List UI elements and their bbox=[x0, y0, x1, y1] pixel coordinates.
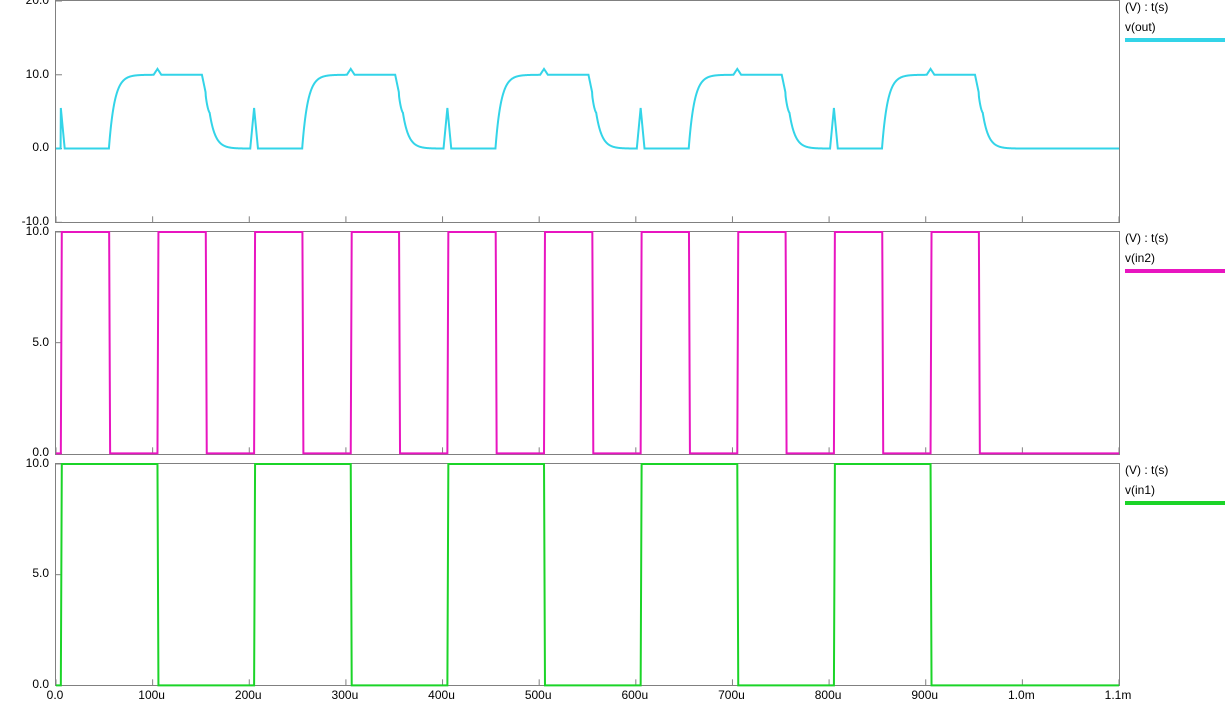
x-tick-label: 300u bbox=[332, 688, 359, 702]
plot-panel: -10.00.010.020.0 bbox=[0, 0, 1120, 223]
legend-axis-title: (V) : t(s) bbox=[1125, 463, 1225, 477]
legend-axis-title: (V) : t(s) bbox=[1125, 231, 1225, 245]
y-tick-label: 10.0 bbox=[26, 456, 49, 470]
legend-block: (V) : t(s) v(in1) bbox=[1125, 463, 1225, 505]
y-tick-label: 5.0 bbox=[32, 566, 49, 580]
legend-column: (V) : t(s)v(out)(V) : t(s)v(in2)(V) : t(… bbox=[1125, 0, 1225, 700]
trace-line bbox=[56, 232, 1119, 453]
legend-block: (V) : t(s) v(out) bbox=[1125, 0, 1225, 42]
x-tick-label: 900u bbox=[911, 688, 938, 702]
legend-series-label: v(out) bbox=[1125, 20, 1225, 34]
legend-entry: v(in1) bbox=[1125, 483, 1225, 505]
y-axis: 0.05.010.0 bbox=[0, 231, 55, 454]
x-tick-label: 800u bbox=[815, 688, 842, 702]
legend-swatch bbox=[1125, 269, 1225, 273]
plot-area bbox=[55, 231, 1120, 454]
legend-axis-title: (V) : t(s) bbox=[1125, 0, 1225, 14]
y-axis: 0.05.010.0 bbox=[0, 463, 55, 686]
oscilloscope-figure: -10.00.010.020.00.05.010.00.05.010.00.01… bbox=[0, 0, 1231, 716]
legend-swatch bbox=[1125, 501, 1225, 505]
legend-swatch bbox=[1125, 38, 1225, 42]
y-tick-label: 0.0 bbox=[32, 140, 49, 154]
y-tick-label: 5.0 bbox=[32, 335, 49, 349]
legend-entry: v(out) bbox=[1125, 20, 1225, 42]
trace-line bbox=[56, 69, 1119, 149]
x-tick-label: 200u bbox=[235, 688, 262, 702]
legend-entry: v(in2) bbox=[1125, 251, 1225, 273]
legend-block: (V) : t(s) v(in2) bbox=[1125, 231, 1225, 273]
plot-panel: 0.05.010.00.0100u200u300u400u500u600u700… bbox=[0, 463, 1120, 686]
x-tick-label: 500u bbox=[525, 688, 552, 702]
y-tick-label: 20.0 bbox=[26, 0, 49, 7]
x-tick-label: 100u bbox=[138, 688, 165, 702]
legend-series-label: v(in2) bbox=[1125, 251, 1225, 265]
trace-line bbox=[56, 464, 1119, 685]
plot-panels-column: -10.00.010.020.00.05.010.00.05.010.00.01… bbox=[0, 0, 1120, 686]
plot-panel: 0.05.010.0 bbox=[0, 231, 1120, 454]
x-tick-label: 1.0m bbox=[1008, 688, 1035, 702]
y-tick-label: 10.0 bbox=[26, 67, 49, 81]
x-tick-label: 400u bbox=[428, 688, 455, 702]
x-tick-label: 600u bbox=[621, 688, 648, 702]
x-tick-label: 700u bbox=[718, 688, 745, 702]
x-tick-label: 0.0 bbox=[47, 688, 64, 702]
legend-series-label: v(in1) bbox=[1125, 483, 1225, 497]
plot-area bbox=[55, 463, 1120, 686]
y-axis: -10.00.010.020.0 bbox=[0, 0, 55, 223]
y-tick-label: 10.0 bbox=[26, 224, 49, 238]
plot-area bbox=[55, 0, 1120, 223]
x-axis: 0.0100u200u300u400u500u600u700u800u900u1… bbox=[55, 686, 1120, 704]
